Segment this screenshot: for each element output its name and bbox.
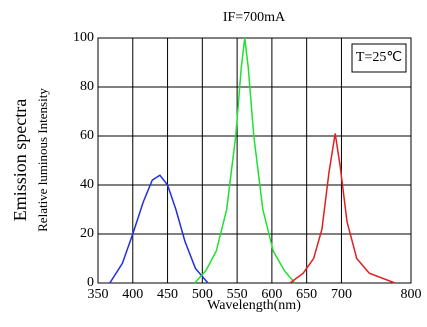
y-tick-label: 0 bbox=[87, 275, 94, 290]
y-tick-label: 100 bbox=[73, 30, 94, 45]
annotation-box bbox=[351, 43, 407, 73]
x-tick-label: 350 bbox=[88, 287, 109, 302]
series-line bbox=[109, 174, 209, 284]
x-tick-label: 800 bbox=[401, 287, 422, 302]
annotation: T=25℃ bbox=[356, 50, 402, 65]
outer-y-label: Emission spectra bbox=[10, 99, 30, 221]
series-line bbox=[194, 37, 296, 284]
chart-title: IF=700mA bbox=[223, 10, 286, 25]
y-tick-label: 60 bbox=[80, 128, 94, 143]
x-tick-label: 450 bbox=[157, 287, 178, 302]
x-tick-label: 400 bbox=[122, 287, 143, 302]
x-tick-label: 550 bbox=[227, 287, 248, 302]
y-tick-label: 40 bbox=[80, 177, 94, 192]
x-tick-label: 600 bbox=[261, 287, 282, 302]
x-tick-label: 650 bbox=[296, 287, 317, 302]
x-axis-label: Wavelength(nm) bbox=[207, 298, 301, 313]
y-tick-label: 20 bbox=[80, 226, 94, 241]
x-tick-label: 700 bbox=[331, 287, 352, 302]
y-tick-label: 80 bbox=[80, 79, 94, 94]
series-line bbox=[289, 133, 396, 284]
y-axis-label: Relative luminous Intensity bbox=[35, 88, 50, 232]
x-tick-label: 500 bbox=[192, 287, 213, 302]
